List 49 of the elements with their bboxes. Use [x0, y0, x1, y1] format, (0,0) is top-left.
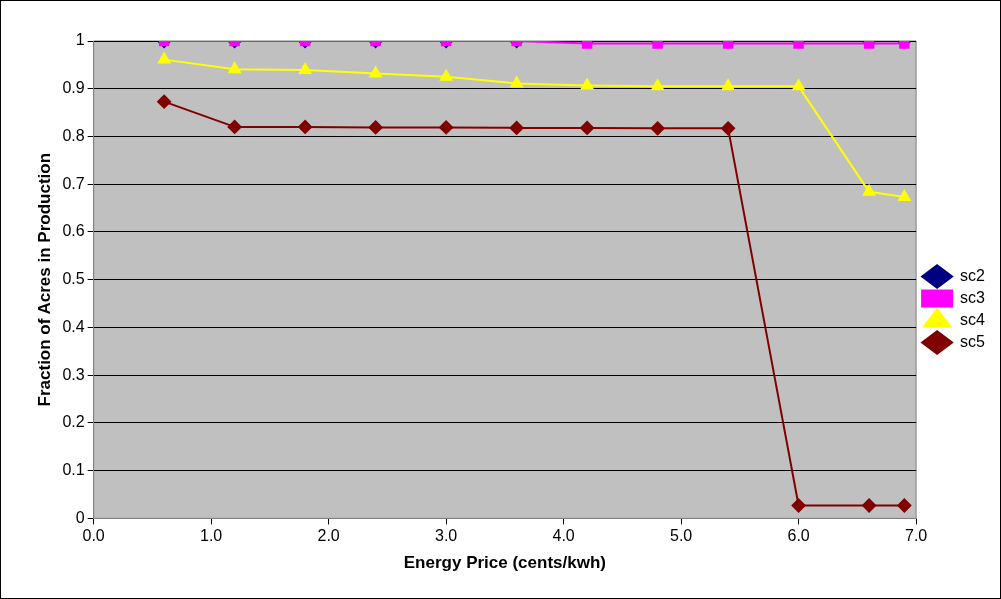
x-tick-label: 0.0: [82, 527, 105, 545]
x-tick-label: 3.0: [435, 527, 458, 545]
point: [721, 79, 735, 91]
x-tick-label: 4.0: [552, 527, 575, 545]
y-tick-label: 0.7: [62, 174, 85, 192]
y-tick-label: 0.8: [62, 126, 85, 144]
y-tick-label: 0.4: [62, 317, 85, 335]
x-tick-label: 5.0: [669, 527, 693, 545]
y-tick-label: 0.3: [62, 365, 85, 383]
y-tick-label: 1: [75, 31, 85, 49]
y-tick-label: 0.5: [62, 270, 85, 288]
point: [580, 78, 594, 90]
legend-label: sc4: [960, 310, 986, 328]
point: [862, 498, 877, 513]
point: [369, 66, 382, 78]
point: [721, 121, 736, 136]
x-tick-label: 6.0: [787, 527, 810, 545]
point: [580, 120, 595, 135]
y-axis-title: Fraction of Acres in Production: [34, 152, 54, 407]
point: [509, 120, 524, 135]
y-tick-label: 0.2: [62, 413, 85, 431]
point: [651, 79, 664, 91]
point: [368, 120, 383, 135]
point: [439, 69, 453, 81]
y-tick-label: 0.9: [62, 79, 85, 97]
x-axis-title: Energy Price (cents/kwh): [403, 553, 606, 573]
point: [898, 190, 911, 202]
point: [897, 498, 912, 513]
x-tick-label: 7.0: [904, 527, 928, 545]
legend-label: sc3: [960, 288, 986, 306]
x-tick-label: 1.0: [200, 527, 223, 545]
y-tick-label: 0.6: [62, 222, 85, 240]
point: [792, 79, 805, 91]
point: [157, 94, 172, 109]
point: [298, 119, 313, 134]
legend-label: sc5: [960, 332, 986, 350]
point: [157, 52, 171, 64]
point: [862, 184, 876, 196]
point: [227, 119, 242, 134]
y-tick-label: 0.1: [62, 461, 85, 479]
point: [439, 120, 454, 135]
y-tick-label: 0: [75, 508, 85, 526]
x-tick-label: 2.0: [317, 527, 340, 545]
point: [650, 121, 665, 136]
point: [298, 63, 312, 75]
point: [791, 498, 806, 513]
legend-label: sc2: [960, 266, 986, 284]
point: [510, 76, 523, 88]
point: [228, 62, 241, 74]
